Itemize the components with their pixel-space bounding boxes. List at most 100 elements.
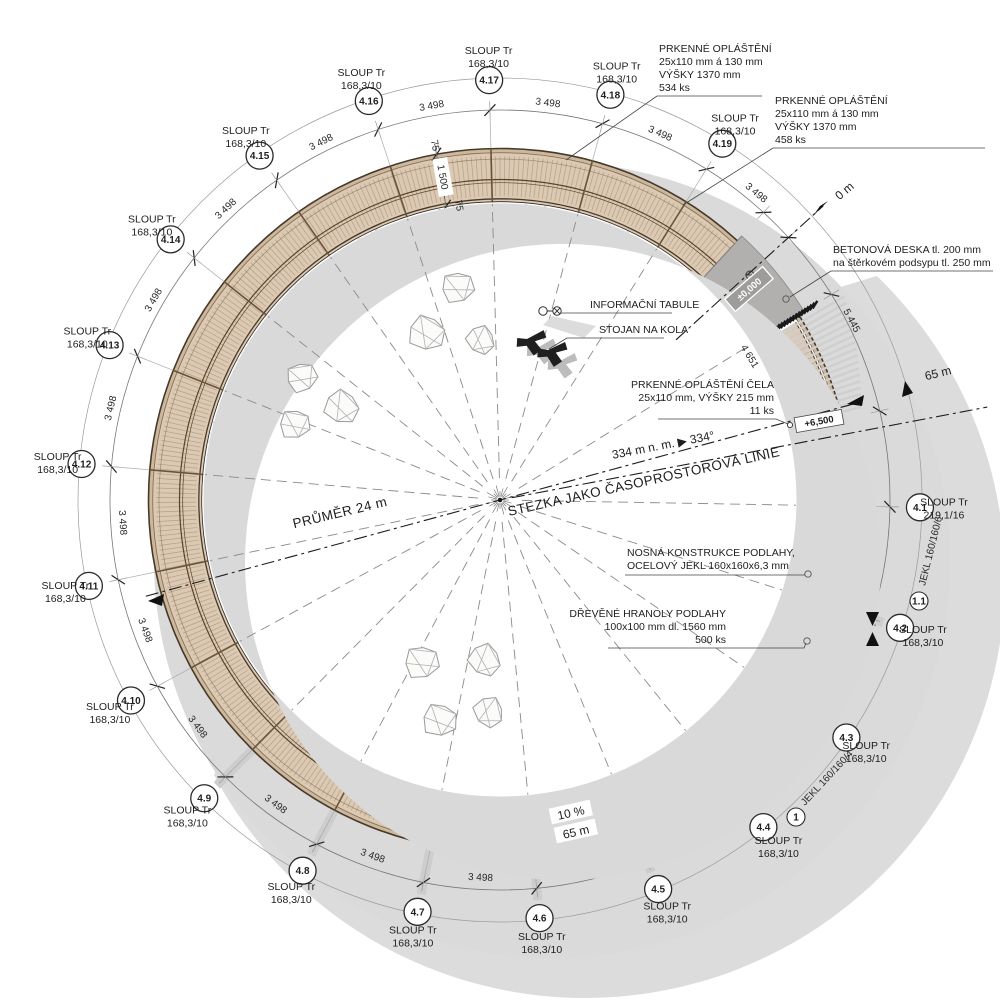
column-badge-number: 4.6 <box>533 914 547 925</box>
steel-upper-bubble <box>909 591 929 611</box>
note-line: 25x110 mm, VÝŠKY 215 mm <box>638 391 774 404</box>
column-label-line2: 168,3/10 <box>131 226 172 238</box>
origin-ray <box>489 501 498 507</box>
column-label-line2: 168,3/10 <box>37 464 78 476</box>
plank-hatch <box>184 621 222 639</box>
boulder-facets <box>283 411 309 439</box>
plank-hatch <box>364 183 381 221</box>
origin-ray <box>493 502 498 507</box>
route-end-label: 65 m <box>923 363 952 383</box>
plank-hatch <box>333 198 354 234</box>
radial-dashed-line <box>239 510 481 642</box>
plank-hatch <box>156 518 197 522</box>
plank-hatch <box>546 159 553 200</box>
plank-hatch <box>197 336 233 356</box>
steel-lower-id: 1 <box>793 813 799 824</box>
spoke-extension <box>423 845 432 883</box>
plank-hatch <box>194 640 231 660</box>
plank-hatch <box>156 522 197 527</box>
note-line: 11 ks <box>750 405 774 417</box>
plank-hatch <box>237 696 269 724</box>
column-badge-circle <box>475 65 504 95</box>
plank-hatch <box>186 357 224 375</box>
origin-ray <box>500 488 504 497</box>
plank-hatch <box>571 165 582 205</box>
plank-hatch <box>201 651 237 673</box>
column-label-line1: SLOUP Tr <box>899 624 947 636</box>
radial-dashed-line <box>330 257 488 483</box>
column-label-line2: 168,3/10 <box>902 637 943 649</box>
plank-hatch <box>382 176 397 215</box>
boulder-facets <box>287 364 313 389</box>
origin-ray <box>493 489 499 498</box>
radial-dashed-line <box>517 512 745 668</box>
info-board-shadow <box>543 316 596 338</box>
plank-hatch <box>423 164 433 204</box>
section-marker <box>866 612 879 626</box>
column-joint <box>490 148 494 202</box>
plank-hatch <box>179 375 217 391</box>
column-badge-circle <box>190 784 219 813</box>
plank-hatch <box>182 617 220 634</box>
plank-hatch <box>162 430 203 440</box>
info-board-symbol <box>538 306 548 316</box>
plank-hatch <box>206 319 242 342</box>
note-floor-structure: NOSNÁ KONSTRUKCE PODLAHY, OCELOVÝ JEKL 1… <box>625 546 812 578</box>
slab-edge-comb <box>788 314 796 324</box>
spoke-extension <box>592 123 603 161</box>
plank-hatch <box>156 487 197 490</box>
note-cladding-b: PRKENNÉ OPLÁŠTĚNÍ 25x110 mm á 130 mm VÝŠ… <box>682 94 985 206</box>
plank-hatch <box>174 597 213 612</box>
plank-hatch <box>184 361 222 379</box>
plank-hatch <box>234 693 266 720</box>
column-badge-number: 4.5 <box>651 885 665 896</box>
origin-ray <box>502 493 511 499</box>
radial-dashed-line <box>441 521 497 791</box>
column-label-line1: SLOUP Tr <box>711 112 759 124</box>
outer-span-dim: 3 498 <box>418 99 445 114</box>
length-tag-bg <box>553 818 599 844</box>
plank-hatch <box>158 539 199 546</box>
plank-hatch <box>391 173 405 212</box>
origin-ray <box>501 502 507 511</box>
plank-hatch <box>157 463 198 469</box>
plank-hatch <box>681 224 707 257</box>
plank-dim-outer: 75 <box>428 139 441 152</box>
origin-ray <box>495 485 500 497</box>
boulder-facets <box>477 696 502 722</box>
plank-hatch <box>591 171 605 211</box>
column-label-line2: 168,3/10 <box>846 753 887 765</box>
plank-hatch <box>264 721 293 752</box>
slab-edge-comb <box>811 300 819 310</box>
plank-hatch <box>418 165 429 205</box>
column-badge-4.11: 4.11 <box>74 571 104 601</box>
spoke-extension <box>276 180 299 212</box>
column-badge-circle <box>905 493 935 522</box>
plank-hatch <box>657 205 679 241</box>
plank-hatch <box>228 287 261 314</box>
plank-hatch <box>156 506 197 508</box>
plank-hatch <box>305 215 329 250</box>
column-badge-circle <box>708 129 737 158</box>
plank-hatch <box>329 200 351 236</box>
spoke-extension <box>489 110 492 149</box>
boulder-facets <box>476 642 501 673</box>
boulder-facet <box>328 397 353 423</box>
column-badge-number: 4.14 <box>161 235 181 246</box>
plank-hatch <box>209 315 244 338</box>
diameter-arrow-left <box>148 594 164 606</box>
plank-hatch <box>409 167 421 207</box>
slab-edge-comb <box>782 318 790 328</box>
slope-tag-bg <box>548 799 594 825</box>
boulder-facet <box>423 716 456 730</box>
column-badge-4.12: 4.12 <box>67 449 96 479</box>
plank-hatch <box>678 221 703 255</box>
plank-hatch <box>695 236 722 268</box>
note-line: na štěrkovém podsypu tl. 250 mm <box>833 257 991 269</box>
plank-hatch <box>461 158 467 198</box>
boulder-facet <box>280 423 311 430</box>
slab-edge-comb <box>805 303 813 313</box>
bike-shadow <box>547 353 578 379</box>
boulder-facet <box>474 648 492 677</box>
plank-hatch <box>293 224 319 257</box>
